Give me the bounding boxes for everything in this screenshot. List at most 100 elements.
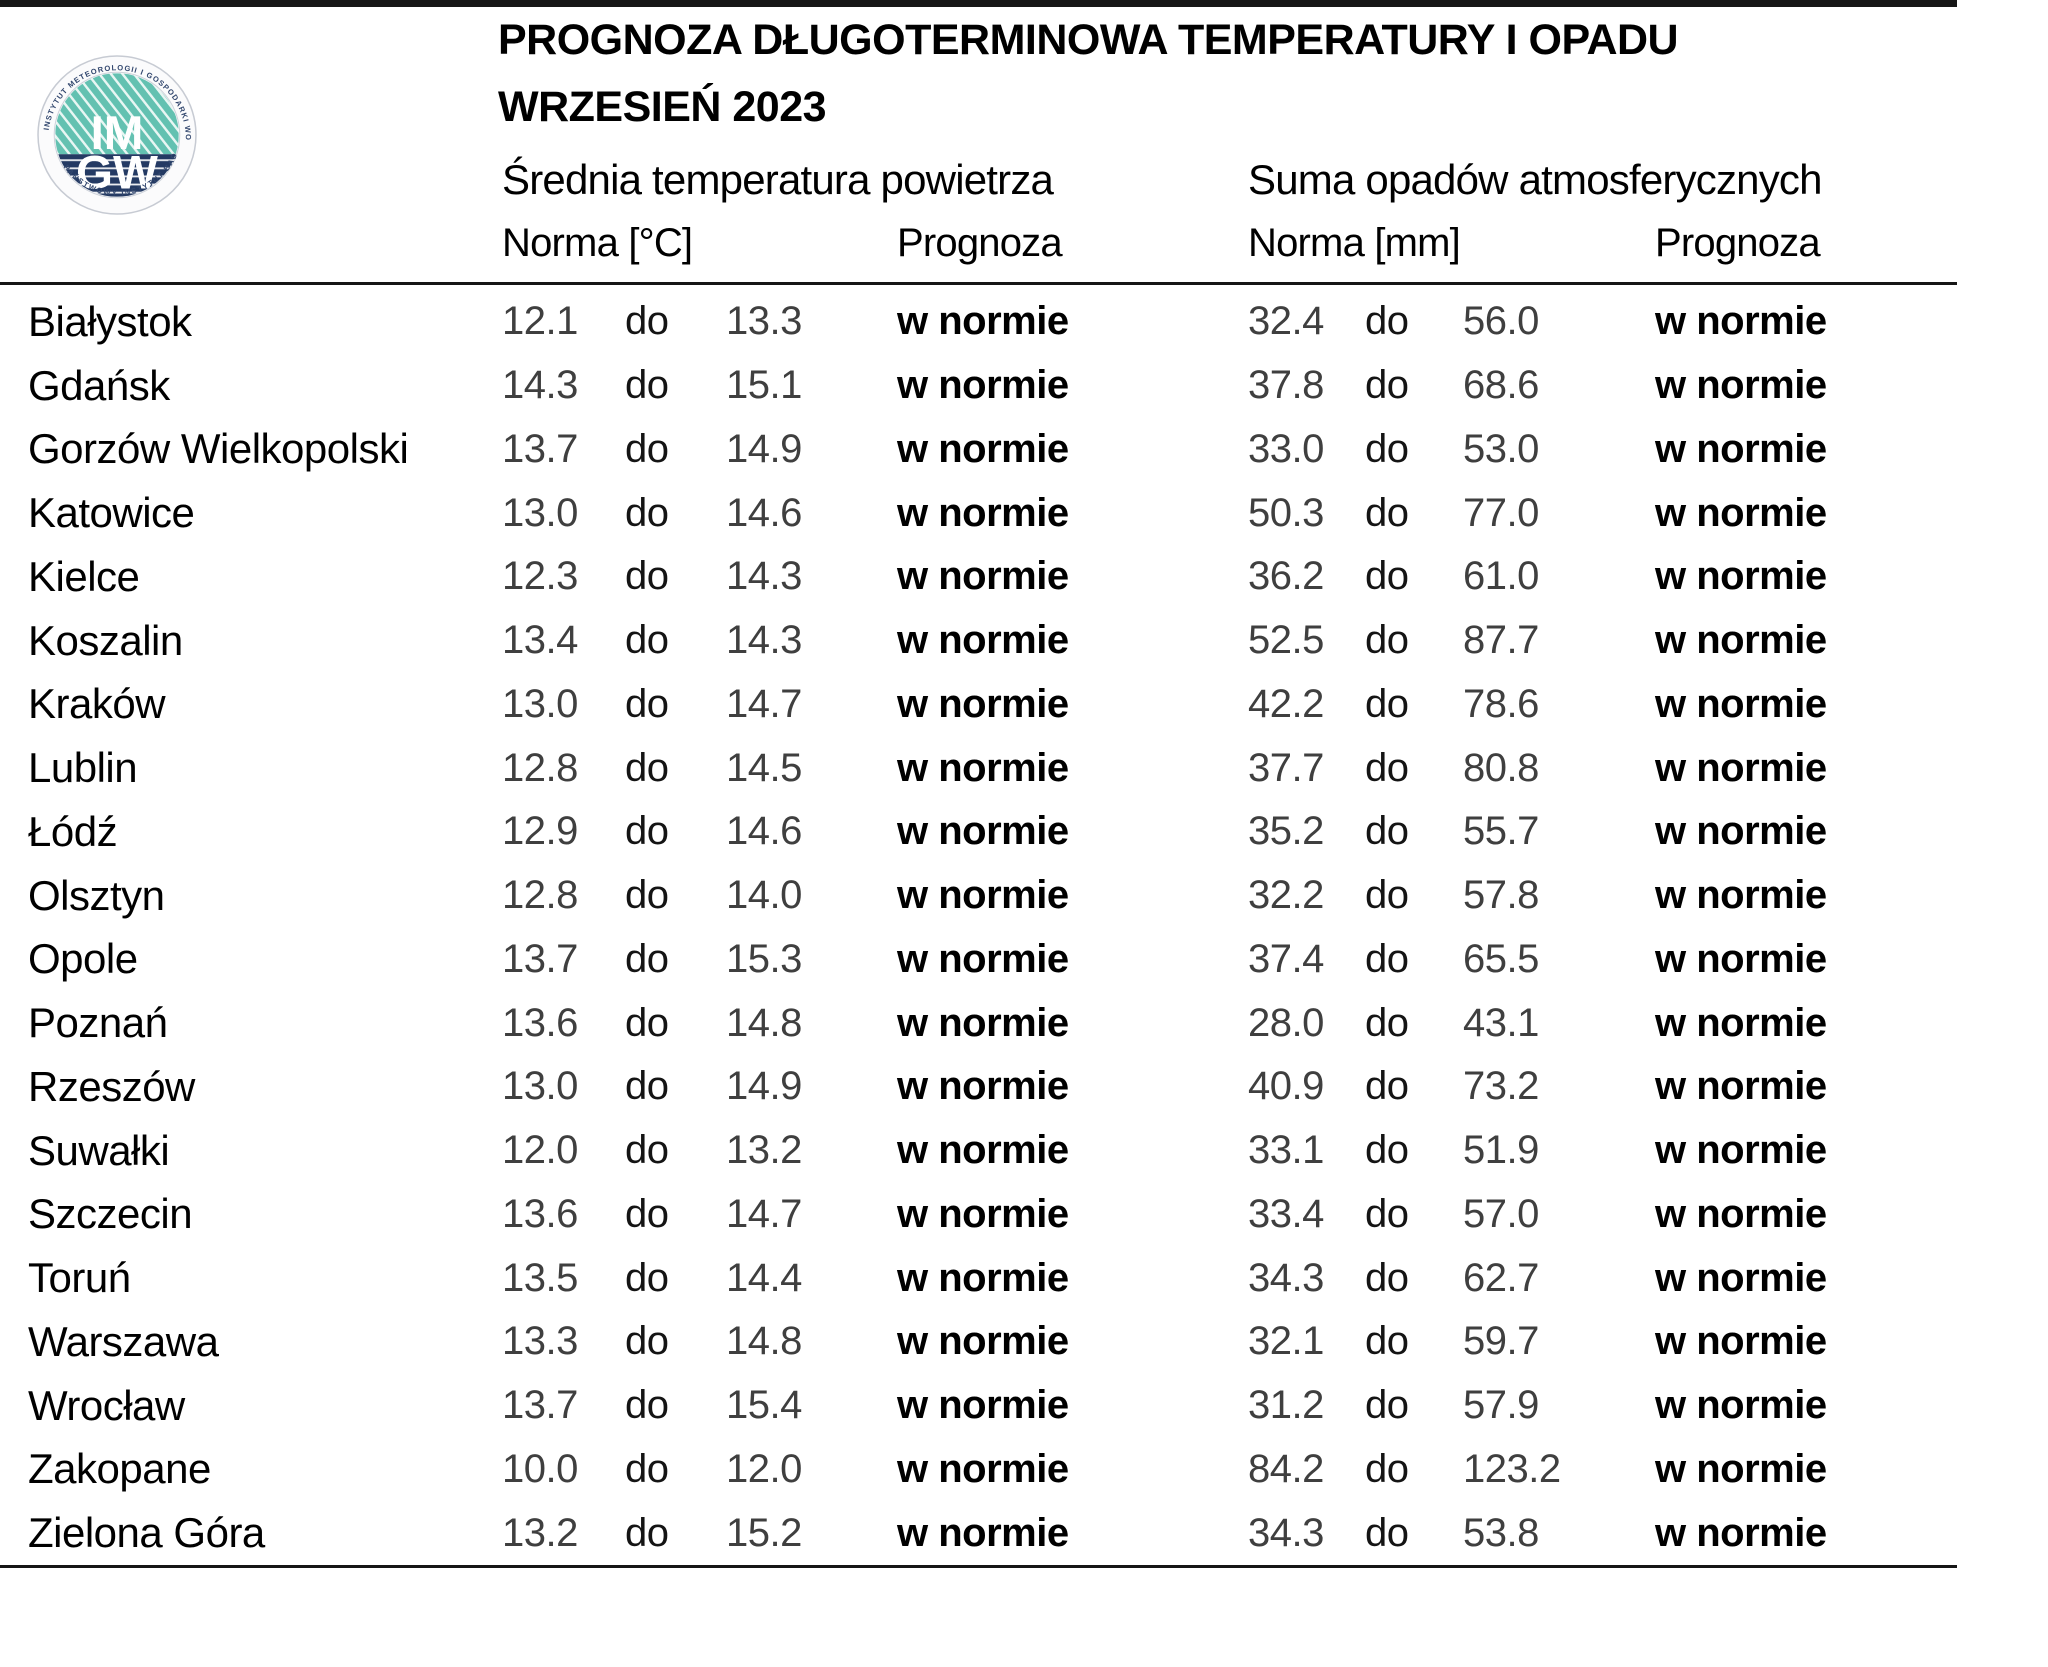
precip-range-separator: do — [1365, 618, 1409, 663]
precip-forecast-value: w normie — [1655, 809, 1827, 854]
precip-range-separator: do — [1365, 936, 1409, 981]
temp-forecast-value: w normie — [897, 1000, 1069, 1045]
precip-range-separator: do — [1365, 1000, 1409, 1045]
temp-forecast-value: w normie — [897, 1064, 1069, 1109]
precip-range-separator: do — [1365, 1383, 1409, 1428]
temp-range-separator: do — [625, 873, 669, 918]
precip-norm-low: 50.3 — [1248, 490, 1324, 535]
temp-norm-high: 14.0 — [726, 873, 802, 918]
temp-norm-low: 10.0 — [502, 1446, 578, 1491]
precip-forecast-value: w normie — [1655, 299, 1827, 344]
precip-forecast-value: w normie — [1655, 1064, 1827, 1109]
temp-forecast-value: w normie — [897, 490, 1069, 535]
temp-norm-low: 12.8 — [502, 745, 578, 790]
page-title: PROGNOZA DŁUGOTERMINOWA TEMPERATURY I OP… — [498, 16, 1679, 64]
precip-forecast-value: w normie — [1655, 1319, 1827, 1364]
temp-range-separator: do — [625, 1000, 669, 1045]
precip-forecast-value: w normie — [1655, 1128, 1827, 1173]
precip-norm-high: 65.5 — [1463, 936, 1539, 981]
city-name: Zakopane — [28, 1445, 211, 1493]
temp-norm-high: 14.3 — [726, 554, 802, 599]
precip-forecast-value: w normie — [1655, 1191, 1827, 1236]
temp-norm-low: 13.7 — [502, 1383, 578, 1428]
precip-norm-high: 73.2 — [1463, 1064, 1539, 1109]
precip-norm-high: 53.0 — [1463, 426, 1539, 471]
city-name: Opole — [28, 935, 138, 983]
precip-forecast-value: w normie — [1655, 1446, 1827, 1491]
precip-range-separator: do — [1365, 1128, 1409, 1173]
table-row: Gdańsk 14.3 do 15.1 w normie 37.8 do 68.… — [0, 354, 1957, 418]
precip-norm-low: 32.2 — [1248, 873, 1324, 918]
city-name: Kraków — [28, 680, 166, 728]
table-row: Łódź 12.9 do 14.6 w normie 35.2 do 55.7 … — [0, 800, 1957, 864]
table-row: Kraków 13.0 do 14.7 w normie 42.2 do 78.… — [0, 673, 1957, 737]
precip-range-separator: do — [1365, 1446, 1409, 1491]
city-name: Koszalin — [28, 616, 183, 664]
temp-forecast-value: w normie — [897, 1319, 1069, 1364]
temp-forecast-value: w normie — [897, 426, 1069, 471]
precip-range-separator: do — [1365, 299, 1409, 344]
precip-range-separator: do — [1365, 873, 1409, 918]
temp-norm-low: 13.3 — [502, 1319, 578, 1364]
precip-forecast-value: w normie — [1655, 681, 1827, 726]
precip-norm-high: 57.9 — [1463, 1383, 1539, 1428]
temp-range-separator: do — [625, 1128, 669, 1173]
temp-forecast-value: w normie — [897, 745, 1069, 790]
table-row: Katowice 13.0 do 14.6 w normie 50.3 do 7… — [0, 481, 1957, 545]
precip-norm-high: 87.7 — [1463, 618, 1539, 663]
precip-forecast-column-header: Prognoza — [1655, 221, 1821, 265]
precip-forecast-value: w normie — [1655, 873, 1827, 918]
precip-range-separator: do — [1365, 1510, 1409, 1555]
precip-norm-low: 28.0 — [1248, 1000, 1324, 1045]
city-name: Wrocław — [28, 1381, 185, 1429]
temp-norm-low: 13.4 — [502, 618, 578, 663]
temp-norm-low: 13.0 — [502, 1064, 578, 1109]
precip-forecast-value: w normie — [1655, 1255, 1827, 1300]
precip-forecast-value: w normie — [1655, 426, 1827, 471]
precip-norm-high: 78.6 — [1463, 681, 1539, 726]
precip-norm-high: 56.0 — [1463, 299, 1539, 344]
precipitation-group-header: Suma opadów atmosferycznych — [1248, 156, 1822, 203]
temp-range-separator: do — [625, 1446, 669, 1491]
page-subtitle: WRZESIEŃ 2023 — [498, 83, 827, 131]
temp-norm-low: 13.0 — [502, 490, 578, 535]
temp-norm-high: 13.2 — [726, 1128, 802, 1173]
precip-norm-low: 37.4 — [1248, 936, 1324, 981]
table-row: Gorzów Wielkopolski 13.7 do 14.9 w normi… — [0, 418, 1957, 482]
precip-norm-column-header: Norma [mm] — [1248, 221, 1461, 265]
temp-norm-high: 14.4 — [726, 1255, 802, 1300]
city-name: Warszawa — [28, 1317, 219, 1365]
precip-norm-high: 62.7 — [1463, 1255, 1539, 1300]
table-body: Białystok 12.1 do 13.3 w normie 32.4 do … — [0, 290, 1957, 1565]
temp-forecast-value: w normie — [897, 1446, 1069, 1491]
temp-forecast-value: w normie — [897, 1191, 1069, 1236]
precip-forecast-value: w normie — [1655, 363, 1827, 408]
temp-norm-low: 13.6 — [502, 1000, 578, 1045]
precip-forecast-value: w normie — [1655, 618, 1827, 663]
table-row: Opole 13.7 do 15.3 w normie 37.4 do 65.5… — [0, 928, 1957, 992]
precip-norm-low: 33.1 — [1248, 1128, 1324, 1173]
temp-norm-high: 12.0 — [726, 1446, 802, 1491]
precip-norm-high: 51.9 — [1463, 1128, 1539, 1173]
precip-norm-low: 31.2 — [1248, 1383, 1324, 1428]
precip-forecast-value: w normie — [1655, 554, 1827, 599]
precip-norm-low: 84.2 — [1248, 1446, 1324, 1491]
temp-norm-low: 13.2 — [502, 1510, 578, 1555]
precip-norm-high: 59.7 — [1463, 1319, 1539, 1364]
table-row: Warszawa 13.3 do 14.8 w normie 32.1 do 5… — [0, 1310, 1957, 1374]
header-divider-line — [0, 282, 1957, 285]
precip-forecast-value: w normie — [1655, 490, 1827, 535]
temp-range-separator: do — [625, 363, 669, 408]
logo-monogram-gw: GW — [76, 147, 158, 200]
precip-range-separator: do — [1365, 1255, 1409, 1300]
temp-norm-high: 14.9 — [726, 426, 802, 471]
precip-norm-low: 34.3 — [1248, 1255, 1324, 1300]
precip-range-separator: do — [1365, 681, 1409, 726]
temp-norm-high: 14.8 — [726, 1319, 802, 1364]
temp-norm-high: 14.6 — [726, 490, 802, 535]
table-row: Szczecin 13.6 do 14.7 w normie 33.4 do 5… — [0, 1183, 1957, 1247]
temp-forecast-value: w normie — [897, 554, 1069, 599]
imgw-logo-graphic: IM GW INSTYTUT METEOROLOGII I GOSPODARKI… — [32, 47, 197, 215]
temp-norm-high: 14.9 — [726, 1064, 802, 1109]
